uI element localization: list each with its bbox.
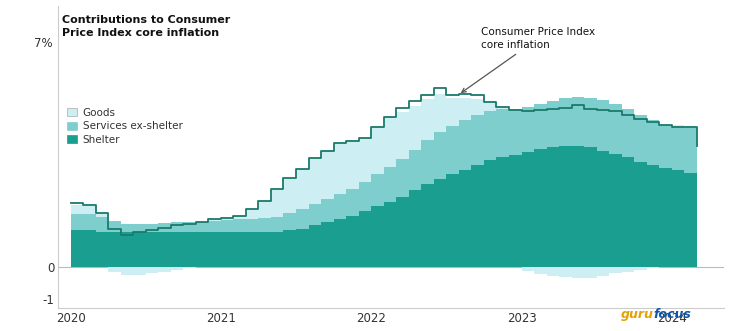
Text: Contributions to Consumer
Price Index core inflation: Contributions to Consumer Price Index co… [62,15,230,38]
Text: Consumer Price Index
core inflation: Consumer Price Index core inflation [462,27,596,92]
Legend: Goods, Services ex-shelter, Shelter: Goods, Services ex-shelter, Shelter [67,108,182,145]
Text: focus: focus [653,308,691,321]
Text: 7%: 7% [34,37,53,50]
Text: guru: guru [620,308,653,321]
